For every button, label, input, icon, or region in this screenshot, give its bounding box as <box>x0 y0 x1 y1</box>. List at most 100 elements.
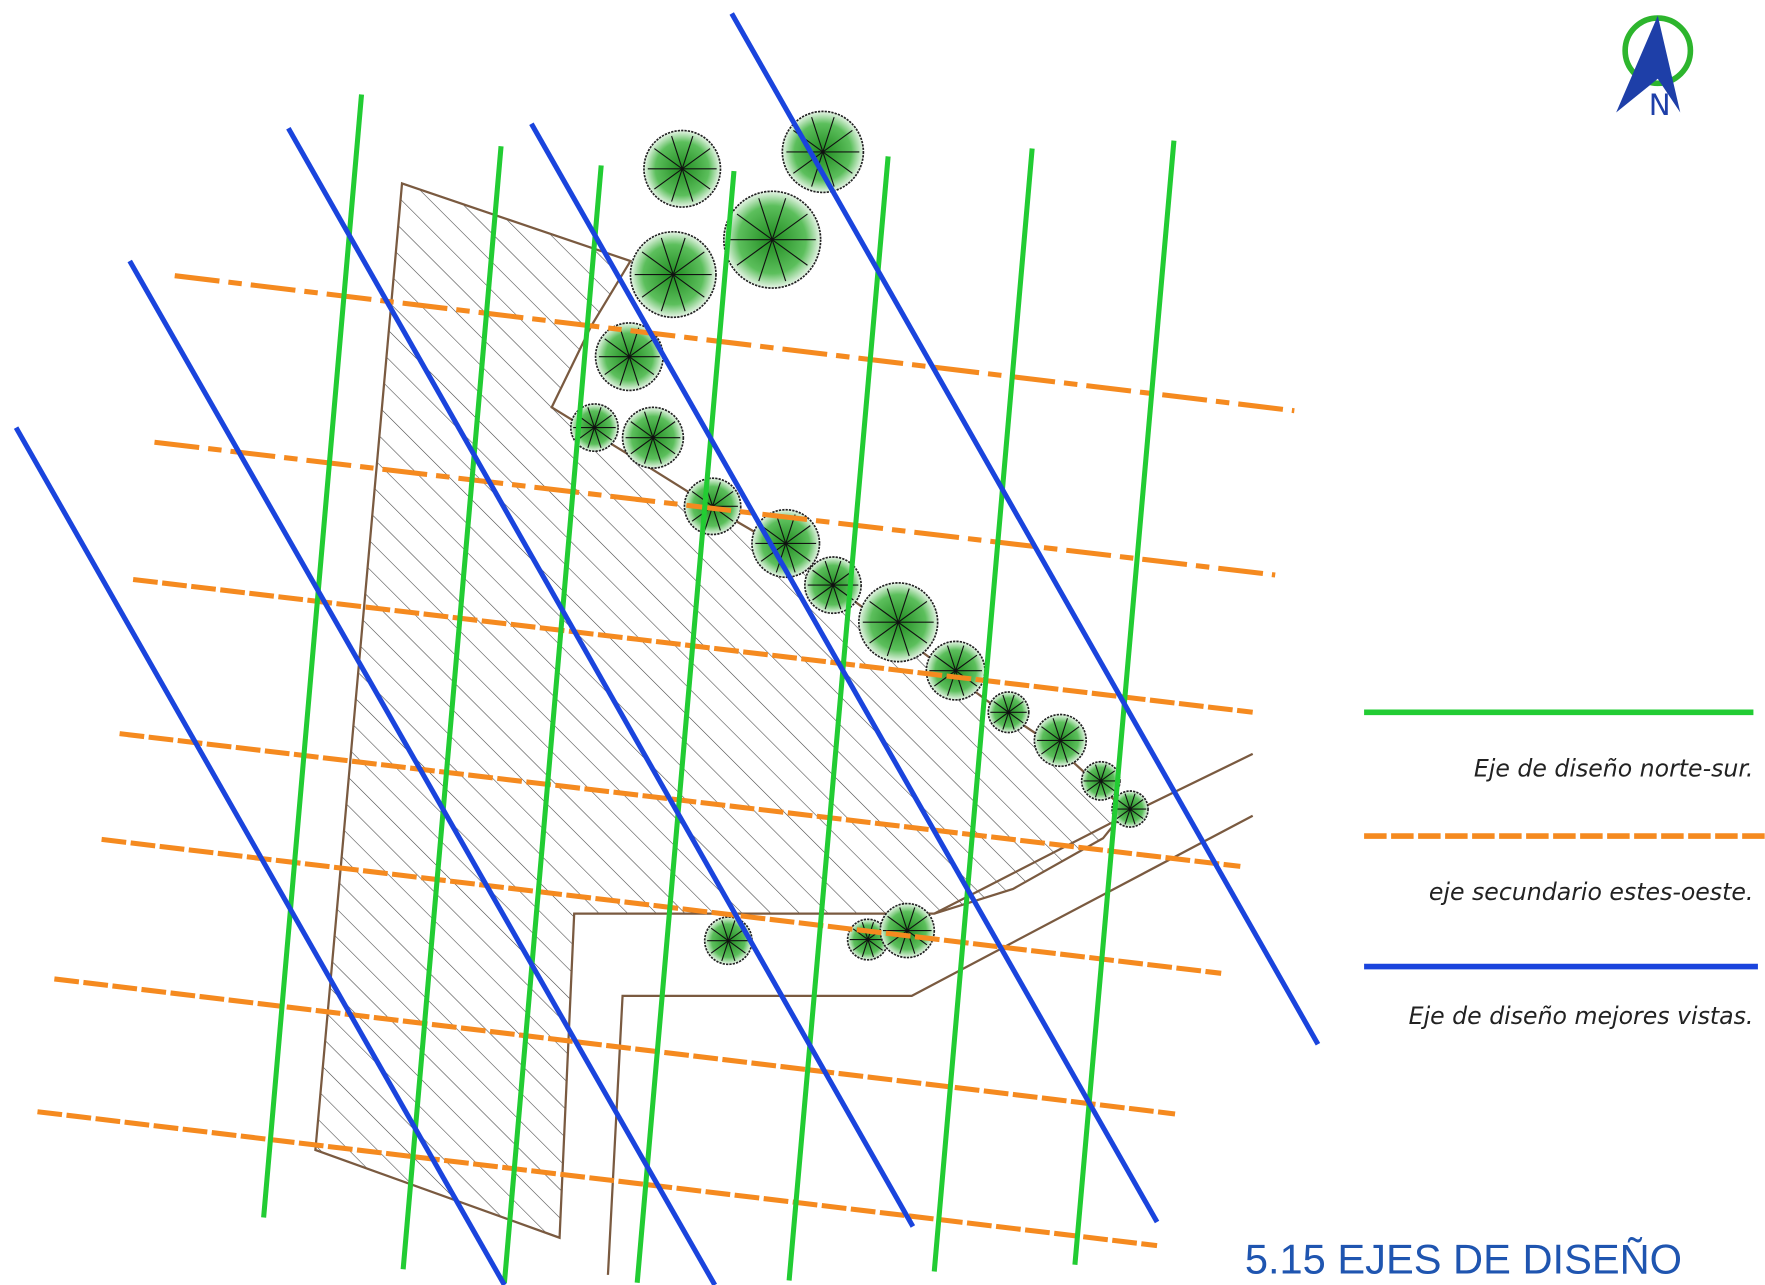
tree-spoke <box>946 645 957 671</box>
tree-spoke <box>594 414 612 429</box>
tree-spoke <box>619 356 630 386</box>
tree-spoke <box>832 560 842 586</box>
tree <box>621 406 685 469</box>
tree-spoke <box>1124 793 1131 810</box>
tree-spoke <box>628 338 655 358</box>
tree-spoke <box>710 927 729 942</box>
tree-spoke <box>785 543 811 562</box>
tree-spoke <box>955 645 965 671</box>
title: 5.15 EJES DE DISEÑO <box>1245 1236 1682 1283</box>
tree-spoke <box>771 239 787 282</box>
tree-spoke <box>628 356 640 386</box>
tree-spoke <box>672 274 705 298</box>
legend-label: Eje de diseño norte-sur. <box>1474 754 1754 782</box>
tree-spoke <box>934 670 956 687</box>
tree <box>781 110 865 194</box>
tree-spoke <box>587 427 595 448</box>
tree-spoke <box>993 701 1009 713</box>
tree-spoke <box>1008 701 1024 713</box>
tree-spoke <box>771 213 808 241</box>
tree-spoke <box>587 407 595 428</box>
tree-spoke <box>869 621 899 644</box>
compass-label: N <box>1649 88 1671 122</box>
legend-label: eje secundario estes-oeste. <box>1429 878 1754 906</box>
tree-spoke <box>897 588 910 623</box>
tree-spoke <box>758 198 773 240</box>
tree-spoke <box>852 928 869 941</box>
tree-spoke <box>1100 764 1107 782</box>
tree-spoke <box>1094 780 1102 798</box>
tree-spoke <box>867 939 875 958</box>
north-south-axis <box>786 156 891 1281</box>
tree-spoke <box>1041 739 1061 755</box>
tree-spoke <box>1129 808 1144 820</box>
tree-spoke <box>1008 711 1024 724</box>
tree <box>629 230 717 319</box>
tree <box>879 902 936 959</box>
tree-spoke <box>736 239 773 266</box>
tree-spoke <box>721 940 729 962</box>
east-west-axis <box>154 439 1276 578</box>
tree-spoke <box>671 135 683 169</box>
tree-spoke <box>641 251 674 276</box>
tree-spoke <box>654 168 683 190</box>
tree-spoke <box>887 915 908 932</box>
tree-spoke <box>672 251 705 276</box>
tree-spoke <box>1086 770 1102 782</box>
tree <box>1033 713 1088 768</box>
east-west-axis <box>37 1109 1158 1249</box>
east-west-axis <box>101 836 1222 976</box>
views-axis <box>127 259 718 1285</box>
tree-spoke <box>710 940 729 954</box>
tree-spoke <box>727 920 736 941</box>
tree-spoke <box>681 168 694 202</box>
tree-spoke <box>897 621 928 644</box>
tree-spoke <box>1052 740 1061 763</box>
tree-spoke <box>886 588 899 623</box>
tree-spoke <box>822 151 853 174</box>
tree-spoke <box>760 525 787 544</box>
tree-spoke <box>652 411 662 438</box>
north-south-axis <box>931 148 1035 1272</box>
tree-spoke <box>721 920 729 941</box>
tree <box>643 129 722 208</box>
tree-spoke <box>1116 799 1131 810</box>
tree-spoke <box>886 622 899 657</box>
tree-spoke <box>897 600 928 623</box>
tree <box>1111 790 1149 828</box>
east-west-axis <box>54 976 1176 1117</box>
tree-spoke <box>1002 694 1010 713</box>
tree-spoke <box>869 600 899 623</box>
tree-spoke <box>785 543 796 573</box>
north-south-axis <box>634 170 737 1283</box>
legend-label: Eje de diseño mejores vistas. <box>1409 1002 1754 1030</box>
tree-spoke <box>604 338 630 358</box>
tree-spoke <box>852 939 869 951</box>
tree-spoke <box>712 482 721 507</box>
tree-spoke <box>771 198 787 240</box>
tree <box>569 403 619 453</box>
tree-spoke <box>899 907 908 931</box>
tree-spoke <box>654 148 683 170</box>
tree-spoke <box>652 437 676 455</box>
tree-spoke <box>593 407 602 428</box>
tree-spoke <box>1116 808 1131 820</box>
tree-spoke <box>727 940 736 962</box>
tree-spoke <box>758 239 773 282</box>
tree-spoke <box>812 569 834 586</box>
tree-spoke <box>811 117 824 153</box>
tree-spoke <box>822 130 853 153</box>
tree-spoke <box>811 151 824 187</box>
tree-spoke <box>822 117 835 153</box>
tree-spoke <box>812 584 834 601</box>
tree-spoke <box>1086 780 1102 792</box>
views-axis <box>529 122 1160 1224</box>
tree-spoke <box>1041 726 1061 741</box>
tree <box>703 916 753 966</box>
tree-spoke <box>593 427 602 448</box>
tree-spoke <box>660 274 674 312</box>
tree-spoke <box>955 654 978 672</box>
tree-spoke <box>736 213 773 241</box>
north-south-axis <box>261 94 365 1218</box>
